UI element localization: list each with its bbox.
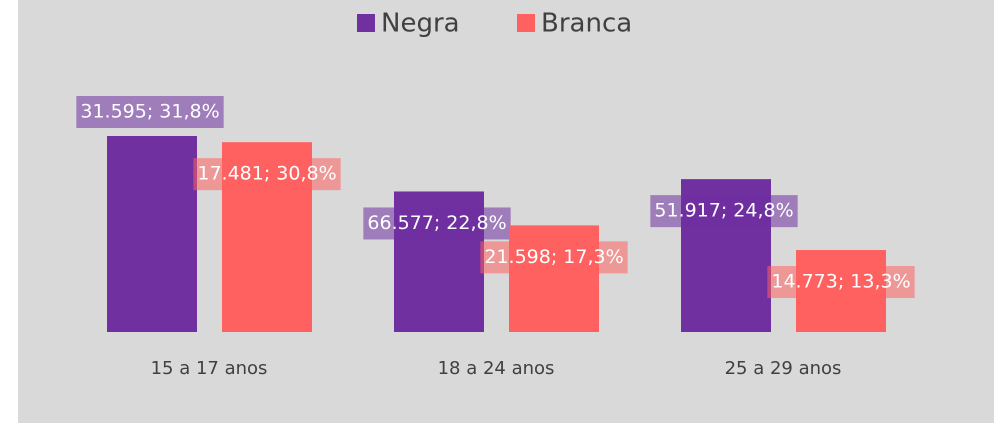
- data-label-box: [767, 266, 915, 299]
- bar: [509, 225, 599, 332]
- data-label: 14.773; 13,3%: [771, 271, 910, 293]
- data-label-box: [363, 207, 511, 240]
- data-label-box: [480, 241, 628, 274]
- legend-swatch: [517, 14, 535, 32]
- x-tick-label: 15 a 17 anos: [151, 358, 268, 379]
- data-label: 17.481; 30,8%: [197, 163, 336, 185]
- legend-label: Branca: [541, 9, 632, 39]
- data-label: 31.595; 31,8%: [80, 101, 219, 123]
- data-label-box: [650, 195, 798, 228]
- legend-swatch: [357, 14, 375, 32]
- x-tick-label: 18 a 24 anos: [438, 358, 555, 379]
- bar: [107, 136, 197, 332]
- data-label: 51.917; 24,8%: [654, 200, 793, 222]
- legend-label: Negra: [381, 9, 460, 39]
- data-label-box: [193, 158, 341, 191]
- data-label-box: [76, 96, 224, 128]
- x-tick-label: 25 a 29 anos: [725, 358, 842, 379]
- data-label: 21.598; 17,3%: [484, 246, 623, 268]
- data-label: 66.577; 22,8%: [367, 212, 506, 234]
